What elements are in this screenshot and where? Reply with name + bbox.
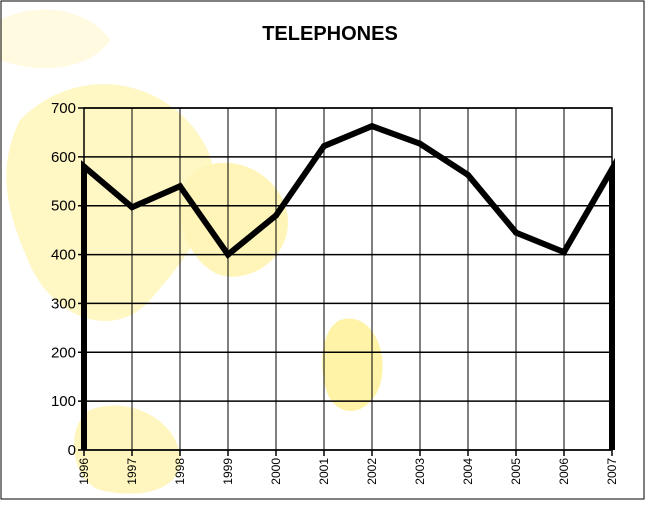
data-point-1996 [81, 163, 87, 170]
series-lines [81, 122, 615, 450]
x-tick-label: 2006 [557, 458, 571, 485]
data-point-2004 [465, 171, 471, 178]
x-tick-label: 2000 [269, 458, 283, 485]
data-point-2006 [561, 249, 567, 256]
x-tick-label: 2007 [605, 458, 619, 485]
y-tick-label: 700 [51, 100, 76, 117]
data-point-1997 [129, 204, 135, 211]
x-tick-label: 2005 [509, 458, 523, 485]
data-point-1999 [225, 251, 231, 258]
data-point-2005 [513, 229, 519, 236]
x-tick-label: 2001 [317, 458, 331, 485]
x-tick-label: 2002 [365, 458, 379, 485]
x-tick-label: 1998 [173, 458, 187, 485]
x-tick-label: 1999 [221, 458, 235, 485]
chart-title: TELEPHONES [262, 23, 398, 45]
y-tick-label: 400 [51, 247, 76, 264]
axes: 0 100 200 300 400 500 600 700 1996 1997 1998 1999 20… [51, 100, 619, 485]
y-tick-label: 500 [51, 198, 76, 215]
data-point-2007 [609, 166, 615, 173]
y-tick-label: 300 [51, 295, 76, 312]
y-tick-label: 0 [68, 442, 76, 459]
data-point-2002 [369, 123, 375, 130]
y-tick-label: 100 [51, 393, 76, 410]
y-tick-label: 600 [51, 149, 76, 166]
series-line [81, 122, 615, 450]
x-tick-label: 1996 [77, 458, 91, 485]
x-tick-label: 2004 [461, 458, 475, 485]
data-point-2003 [417, 140, 423, 147]
data-point-2000 [273, 212, 279, 219]
y-tick-label: 200 [51, 344, 76, 361]
x-tick-label: 2003 [413, 458, 427, 485]
data-point-2001 [321, 143, 327, 150]
x-tick-label: 1997 [125, 458, 139, 485]
data-point-1998 [177, 183, 183, 190]
